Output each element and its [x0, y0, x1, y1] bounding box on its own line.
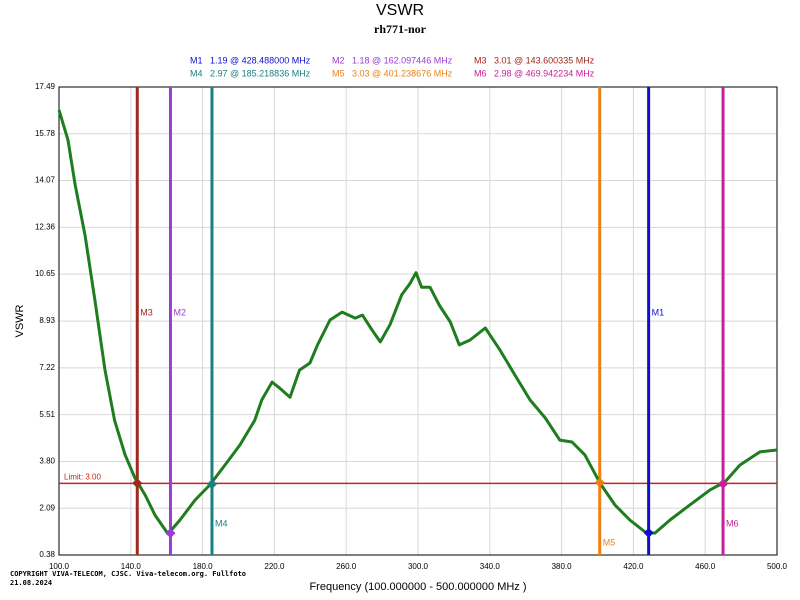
legend-value: 2.98 @ 469.942234 MHz [494, 68, 595, 78]
y-tick-label: 7.22 [39, 363, 55, 372]
marker-label: M1 [652, 307, 665, 317]
y-tick-label: 17.49 [35, 82, 56, 91]
legend-name: M5 [332, 68, 345, 78]
y-tick-label: 5.51 [39, 410, 55, 419]
marker-point [643, 527, 654, 538]
footer-date: 21.08.2024 [10, 579, 52, 587]
x-tick-label: 340.0 [480, 562, 501, 571]
x-tick-label: 300.0 [408, 562, 429, 571]
vswr-line [57, 109, 778, 536]
marker-point [132, 478, 143, 489]
y-tick-label: 10.65 [35, 269, 56, 278]
limit-label: Limit: 3.00 [64, 472, 101, 481]
marker-label: M3 [140, 307, 153, 317]
plot-border [58, 86, 778, 556]
x-tick-label: 260.0 [336, 562, 357, 571]
marker-label: M4 [215, 518, 228, 528]
x-tick-label: 180.0 [193, 562, 214, 571]
x-tick-label: 500.0 [767, 562, 788, 571]
legend-name: M4 [190, 68, 203, 78]
x-tick-label: 420.0 [623, 562, 644, 571]
legend-name: M2 [332, 55, 345, 65]
legend-name: M6 [474, 68, 487, 78]
marker-label: M5 [603, 537, 616, 547]
legend-value: 2.97 @ 185.218836 MHz [210, 68, 311, 78]
footer-text: COPYRIGHT VIVA-TELECOM, CJSC. Viva-telec… [10, 570, 246, 578]
legend-value: 3.01 @ 143.600335 MHz [494, 55, 595, 65]
legend-name: M1 [190, 55, 203, 65]
y-tick-label: 3.80 [39, 457, 55, 466]
y-tick-label: 15.78 [35, 129, 56, 138]
x-tick-label: 220.0 [264, 562, 285, 571]
marker-label: M2 [173, 307, 186, 317]
x-axis-label: Frequency (100.000000 - 500.000000 MHz ) [309, 581, 526, 593]
y-tick-label: 12.36 [35, 222, 56, 231]
marker-point [206, 479, 217, 490]
y-tick-label: 2.09 [39, 503, 55, 512]
chart-subtitle: rh771-nor [374, 22, 427, 36]
y-tick-label: 8.93 [39, 316, 55, 325]
chart-title: VSWR [376, 2, 424, 19]
x-tick-label: 100.0 [49, 562, 70, 571]
y-axis-label: VSWR [14, 304, 26, 337]
y-tick-label: 0.38 [39, 550, 55, 559]
marker-point [165, 528, 176, 539]
legend-value: 3.03 @ 401.238676 MHz [352, 68, 453, 78]
x-tick-label: 380.0 [552, 562, 573, 571]
marker-label: M6 [726, 518, 739, 528]
y-tick-label: 14.07 [35, 176, 56, 185]
legend-value: 1.18 @ 162.097446 MHz [352, 55, 453, 65]
marker-point [594, 477, 605, 488]
x-tick-label: 140.0 [121, 562, 142, 571]
marker-point [718, 478, 729, 489]
x-tick-label: 460.0 [695, 562, 716, 571]
legend-value: 1.19 @ 428.488000 MHz [210, 55, 311, 65]
legend-name: M3 [474, 55, 487, 65]
